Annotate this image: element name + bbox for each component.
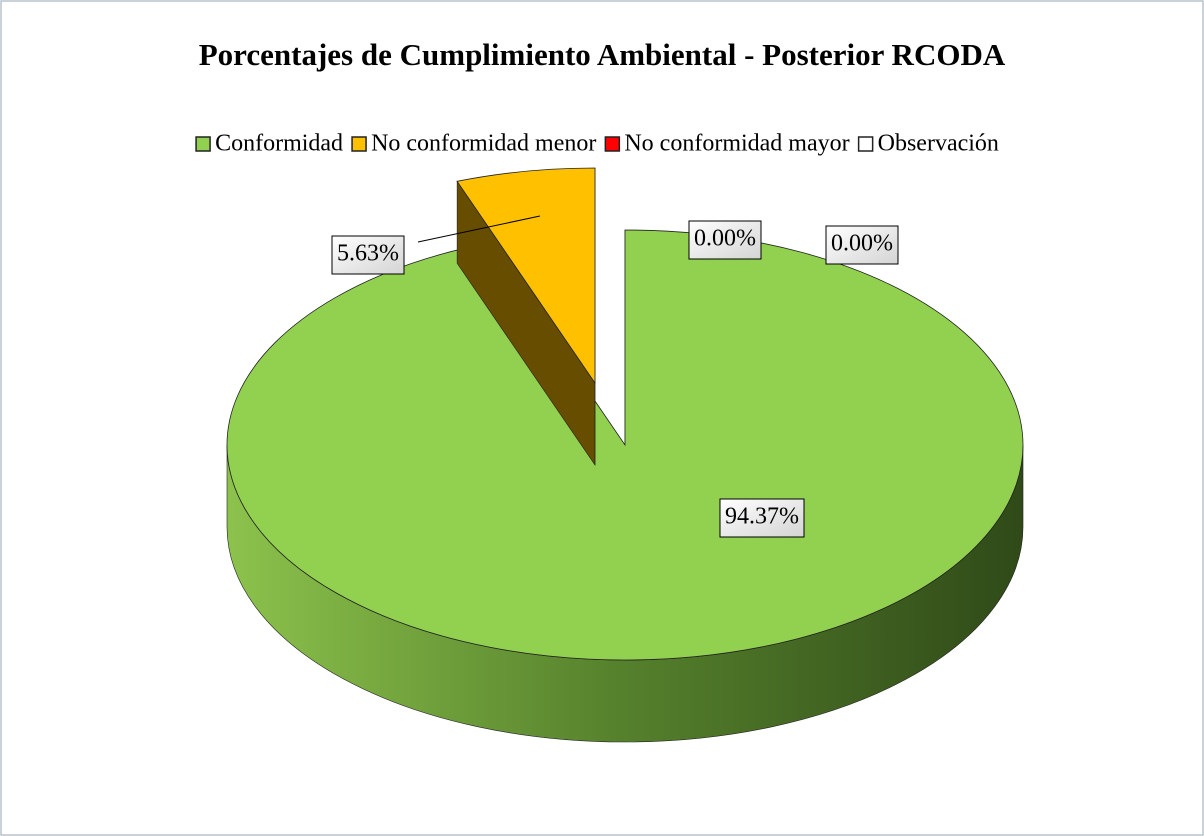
slice — [456, 167, 596, 385]
data-label: 0.00% — [688, 220, 762, 260]
chart-title: Porcentajes de Cumplimiento Ambiental - … — [199, 37, 1006, 72]
legend-swatch — [604, 136, 621, 152]
data-label-box — [331, 235, 405, 275]
data-label-text: 5.63% — [337, 241, 399, 267]
data-label: 94.37% — [719, 498, 805, 538]
data-label-text: 0.00% — [831, 231, 893, 257]
legend-swatch — [857, 136, 874, 152]
data-label-text: 0.00% — [694, 226, 756, 252]
legend-label: Observación — [878, 131, 999, 157]
data-label-box — [825, 225, 899, 265]
data-label-box — [688, 220, 762, 260]
legend-label: Conformidad — [215, 131, 343, 157]
data-label: 5.63% — [331, 235, 405, 275]
data-label: 0.00% — [825, 225, 899, 265]
legend-swatch — [195, 136, 211, 152]
legend-swatch — [351, 136, 367, 152]
data-label-text: 94.37% — [725, 504, 799, 530]
data-label-box — [719, 498, 805, 538]
legend: Conformidad No conformidad menor No confor… — [195, 131, 999, 157]
leader-line — [417, 215, 541, 243]
legend-label: No conformidad menor — [371, 131, 596, 157]
data-labels: 94.37% 5.63% 0.00% 0.00% — [331, 215, 899, 538]
legend-label: No conformidad mayor — [624, 131, 849, 157]
pie — [226, 167, 1024, 743]
slice — [226, 229, 1024, 661]
